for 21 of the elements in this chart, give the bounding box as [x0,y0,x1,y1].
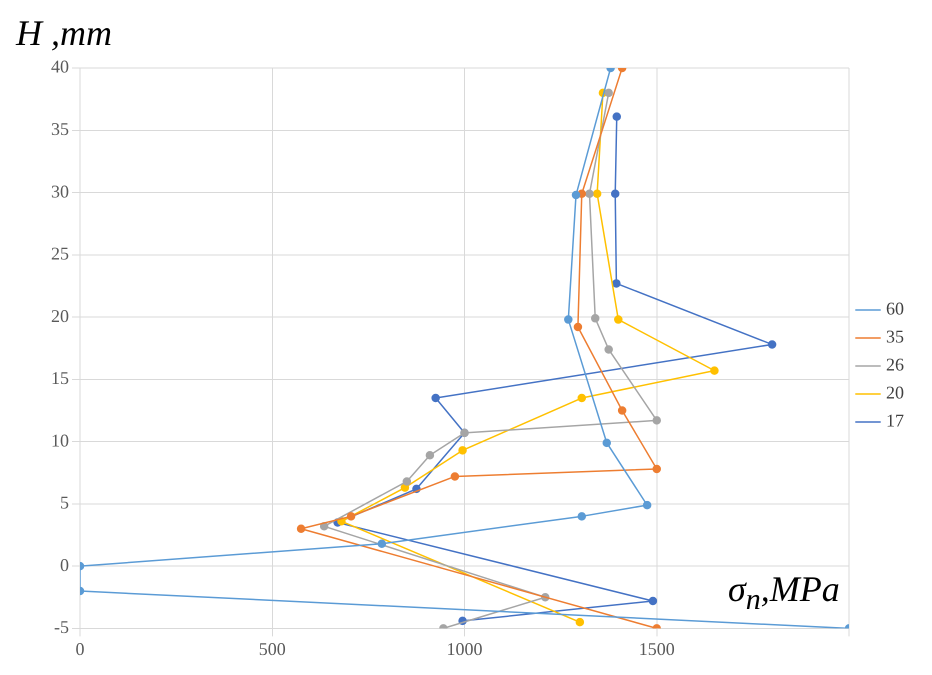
y-tick-label: 10 [51,430,69,450]
legend-label: 26 [886,354,904,375]
y-tick-label: 35 [51,119,69,139]
legend-label: 17 [886,410,904,431]
y-tick-label: 20 [51,306,69,326]
legend-label: 60 [886,298,904,319]
y-axis-title: H ,mm [16,12,112,54]
x-tick-label: 1000 [446,638,482,659]
x-tick-label: 0 [76,638,84,659]
legend-label: 35 [886,326,904,347]
y-tick-label: 0 [60,554,69,575]
y-tick-label: 40 [51,56,69,77]
x-axis-title: σ$_{n}$,MPa [728,568,840,618]
y-tick-label: 25 [51,244,69,264]
y-tick-label: 5 [60,492,69,513]
y-tick-label: 30 [51,181,69,202]
x-tick-label: 1500 [638,638,675,659]
y-tick-label: 15 [51,368,69,388]
x-tick-label: 500 [258,638,286,659]
y-tick-label: -5 [54,617,69,638]
legend-label: 20 [886,382,904,403]
